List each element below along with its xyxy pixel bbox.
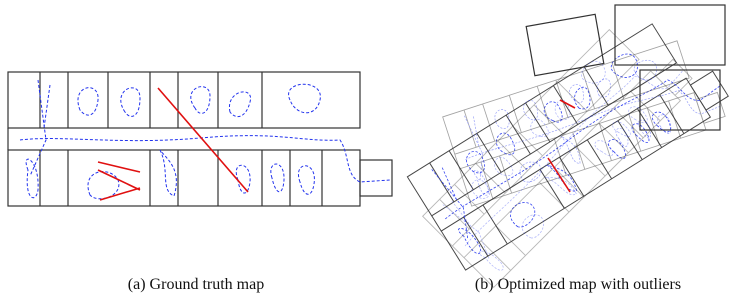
caption: (b) Optimized map with outliers	[475, 276, 681, 294]
ground-truth-map	[8, 72, 392, 206]
optimized-map	[407, 5, 732, 287]
caption: (a) Ground truth map	[128, 276, 264, 294]
maps	[0, 0, 746, 302]
figure: (a) Ground truth map (b) Optimized map w…	[0, 0, 746, 302]
